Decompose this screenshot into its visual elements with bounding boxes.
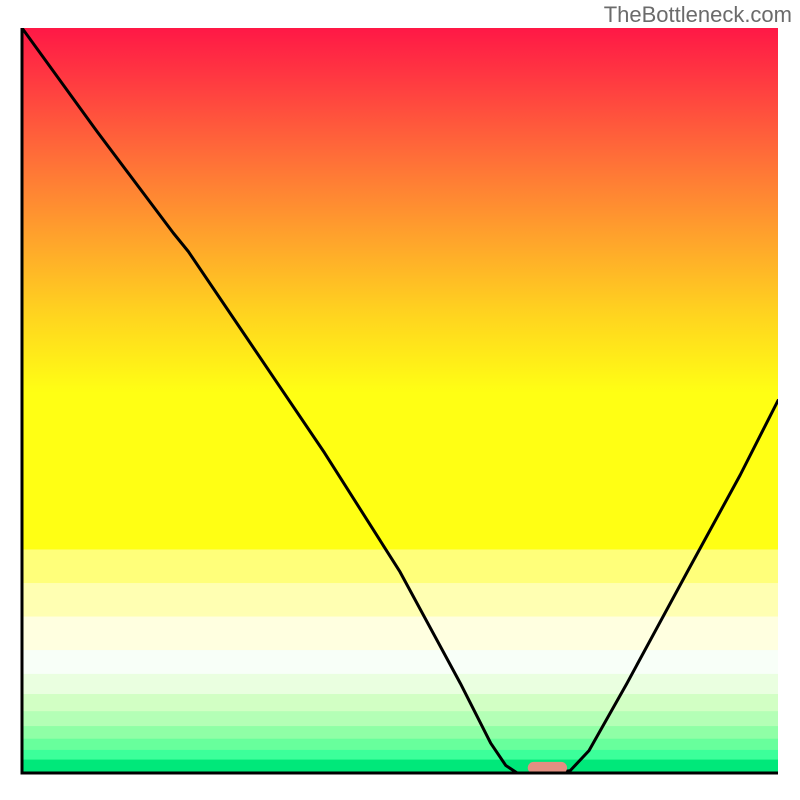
heatmap-band — [22, 726, 778, 739]
heatmap-band — [22, 550, 778, 584]
watermark-label: TheBottleneck.com — [604, 2, 792, 28]
heatmap-band — [22, 674, 778, 695]
heatmap-band — [22, 739, 778, 751]
heatmap-band — [22, 711, 778, 726]
heatmap-band — [22, 694, 778, 712]
heatmap-gradient — [22, 28, 778, 550]
heatmap-band — [22, 760, 778, 774]
bottleneck-curve-chart — [0, 0, 800, 800]
heatmap-band — [22, 617, 778, 651]
heatmap-band — [22, 650, 778, 674]
heatmap-band — [22, 750, 778, 760]
chart-root: TheBottleneck.com — [0, 0, 800, 800]
